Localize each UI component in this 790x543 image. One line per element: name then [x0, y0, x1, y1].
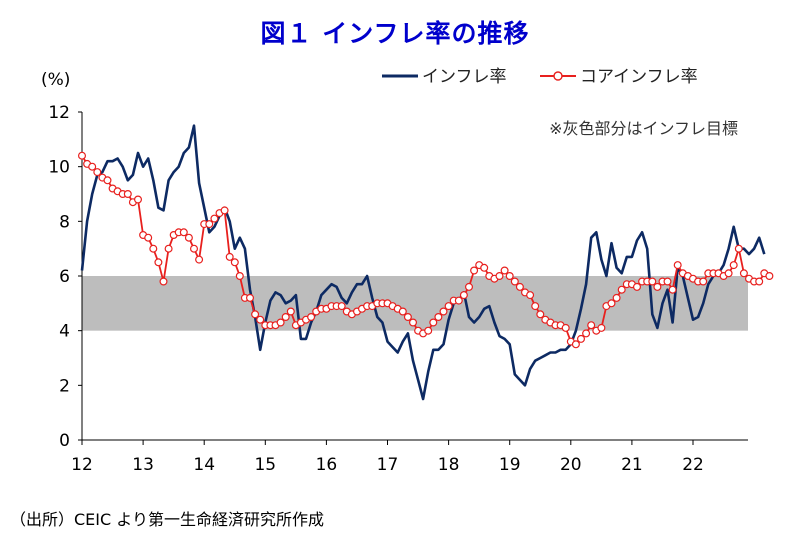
core-inflation-point — [307, 313, 316, 322]
core-inflation-point — [571, 340, 580, 349]
target-band-note: ※灰色部分はインフレ目標 — [549, 119, 738, 138]
core-inflation-point — [190, 244, 199, 253]
core-inflation-point — [134, 195, 143, 204]
y-tick-label: 12 — [48, 103, 70, 123]
core-inflation-point — [286, 307, 295, 316]
series-line-inflation — [80, 124, 766, 401]
core-inflation-point — [337, 302, 346, 311]
core-inflation-point — [739, 269, 748, 278]
core-inflation-point — [210, 214, 219, 223]
core-inflation-point — [205, 220, 214, 229]
core-inflation-point — [668, 285, 677, 294]
core-inflation-point — [225, 252, 234, 261]
y-axis-unit: (%) — [41, 70, 71, 90]
x-tick-label: 13 — [132, 455, 154, 475]
core-inflation-point — [230, 258, 239, 267]
core-inflation-point — [398, 307, 407, 316]
core-inflation-point — [632, 282, 641, 291]
x-tick-label: 18 — [438, 455, 460, 475]
x-tick-label: 20 — [560, 455, 582, 475]
core-inflation-point — [755, 277, 764, 286]
core-inflation-point — [724, 269, 733, 278]
core-inflation-point — [734, 244, 743, 253]
core-inflation-point — [582, 329, 591, 338]
core-inflation-point — [515, 282, 524, 291]
core-inflation-point — [454, 296, 463, 305]
core-inflation-point — [617, 285, 626, 294]
core-inflation-point — [576, 334, 585, 343]
core-inflation-point — [607, 299, 616, 308]
core-inflation-point — [587, 321, 596, 330]
x-tick-label: 17 — [377, 455, 399, 475]
legend-headline-label: インフレ率 — [422, 67, 507, 87]
core-inflation-point — [536, 310, 545, 319]
core-inflation-point — [495, 272, 504, 281]
core-inflation-point — [93, 168, 102, 177]
core-inflation-point — [653, 282, 662, 291]
core-inflation-point — [251, 310, 260, 319]
legend-core-label: コアインフレ率 — [580, 67, 698, 87]
core-inflation-point — [77, 151, 86, 160]
core-inflation-point — [149, 244, 158, 253]
y-tick-label: 8 — [59, 212, 70, 232]
core-inflation-point — [195, 255, 204, 264]
x-tick-label: 14 — [193, 455, 215, 475]
source-note: （出所）CEIC より第一生命経済研究所作成 — [10, 510, 324, 529]
core-inflation-point — [663, 277, 672, 286]
core-inflation-point — [159, 277, 168, 286]
y-tick-label: 6 — [59, 267, 70, 287]
core-inflation-point — [103, 176, 112, 185]
core-inflation-point — [424, 326, 433, 335]
core-inflation-point — [465, 282, 474, 291]
core-inflation-point — [597, 323, 606, 332]
core-inflation-point — [561, 323, 570, 332]
core-inflation-point — [500, 266, 509, 275]
core-inflation-point — [444, 302, 453, 311]
core-inflation-point — [144, 233, 153, 242]
core-inflation-point — [281, 313, 290, 322]
core-inflation-point — [154, 258, 163, 267]
core-inflation-point — [246, 293, 255, 302]
core-inflation-point — [531, 302, 540, 311]
y-tick-label: 4 — [59, 322, 70, 342]
core-inflation-point — [434, 313, 443, 322]
core-inflation-point — [164, 244, 173, 253]
core-inflation-point — [648, 277, 657, 286]
x-tick-label: 16 — [316, 455, 338, 475]
core-inflation-point — [765, 272, 774, 281]
core-inflation-point — [409, 318, 418, 327]
legend-core-marker — [553, 71, 563, 81]
x-tick-label: 22 — [682, 455, 704, 475]
core-inflation-point — [699, 277, 708, 286]
x-tick-label: 21 — [621, 455, 643, 475]
y-tick-label: 0 — [59, 431, 70, 451]
core-inflation-point — [276, 318, 285, 327]
core-inflation-point — [526, 291, 535, 300]
core-inflation-point — [403, 313, 412, 322]
chart-title: 図１ インフレ率の推移 — [260, 19, 530, 48]
core-inflation-point — [184, 233, 193, 242]
x-tick-label: 15 — [254, 455, 276, 475]
core-inflation-point — [480, 263, 489, 272]
core-inflation-point — [470, 266, 479, 275]
core-inflation-point — [235, 272, 244, 281]
x-tick-label: 12 — [71, 455, 93, 475]
core-inflation-point — [510, 277, 519, 286]
core-inflation-point — [439, 307, 448, 316]
core-inflation-point — [429, 318, 438, 327]
x-tick-label: 19 — [499, 455, 521, 475]
core-inflation-point — [459, 291, 468, 300]
core-inflation-point — [729, 261, 738, 270]
core-inflation-point — [179, 228, 188, 237]
core-inflation-point — [612, 293, 621, 302]
core-inflation-point — [256, 315, 265, 324]
core-inflation-point — [673, 261, 682, 270]
core-inflation-point — [88, 162, 97, 171]
y-tick-label: 2 — [59, 376, 70, 396]
core-inflation-point — [123, 190, 132, 199]
y-tick-label: 10 — [48, 158, 70, 178]
core-inflation-point — [220, 206, 229, 215]
core-inflation-point — [505, 272, 514, 281]
